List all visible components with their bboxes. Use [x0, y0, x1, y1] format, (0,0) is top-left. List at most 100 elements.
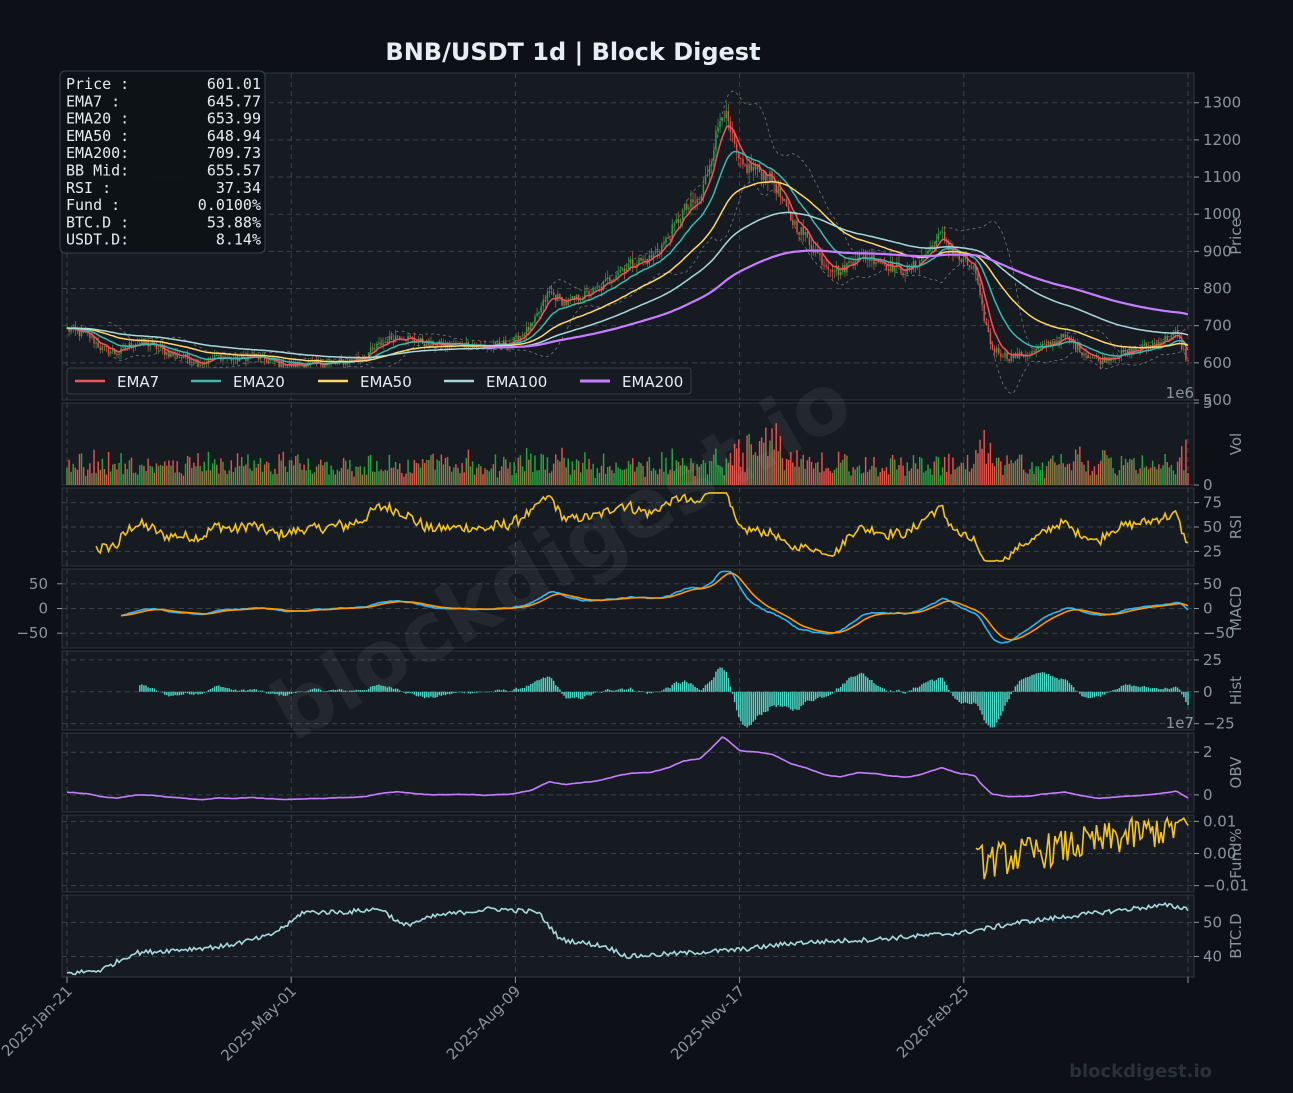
volume-bar [303, 464, 305, 485]
hist-bar [166, 691, 168, 696]
hist-bar [856, 675, 859, 692]
hist-bar [779, 691, 782, 707]
candle-body [579, 300, 582, 302]
info-value: 53.88% [207, 213, 261, 231]
volume-bar [898, 465, 900, 485]
volume-bar [1181, 446, 1183, 485]
volume-bar [1064, 466, 1067, 485]
volume-bar [220, 458, 222, 485]
hist-bar [794, 691, 796, 710]
candle-body [848, 261, 850, 264]
candle-body [733, 133, 736, 144]
hist-bar [894, 691, 896, 693]
hist-bar [785, 691, 788, 707]
volume-bar [409, 472, 411, 485]
candle-body [1089, 357, 1091, 359]
candle-body [656, 251, 659, 253]
hist-bar [428, 691, 430, 698]
hist-bar [837, 688, 840, 692]
volume-bar [910, 468, 913, 485]
hist-bar [255, 689, 257, 692]
volume-bar [253, 460, 255, 485]
candle-body [829, 269, 832, 271]
volume-bar [596, 468, 599, 485]
candle-body [218, 354, 220, 356]
info-label: Fund : [66, 196, 120, 214]
volume-bar [89, 463, 91, 485]
hist-bar [1145, 687, 1148, 692]
candle-body [725, 110, 728, 119]
candle-body [548, 291, 551, 293]
candle-body [617, 272, 619, 275]
candle-body [505, 340, 507, 346]
volume-bar [459, 473, 461, 485]
hist-bar [230, 689, 233, 692]
hist-bar [513, 689, 515, 692]
volume-bar [1099, 460, 1102, 485]
volume-bar [852, 467, 854, 485]
volume-bar [471, 461, 474, 485]
candle-body [372, 347, 374, 349]
candle-body [713, 150, 715, 161]
candle-body [958, 253, 960, 260]
hist-bar [690, 683, 692, 692]
volume-bar [74, 467, 77, 485]
candle-body [1166, 335, 1168, 341]
candle-body [555, 294, 557, 301]
volume-bar [446, 456, 449, 485]
volume-bar [661, 451, 663, 485]
volume-bar [1126, 462, 1129, 485]
volume-bar [128, 460, 131, 485]
volume-bar [894, 459, 896, 485]
volume-bar [136, 474, 139, 485]
hist-bar [577, 691, 580, 699]
volume-bar [457, 467, 459, 485]
hist-bar [742, 691, 744, 725]
volume-bar [1108, 458, 1110, 485]
hist-bar [748, 691, 750, 726]
hist-bar [1133, 685, 1135, 692]
hist-bar [617, 689, 619, 692]
hist-bar [848, 677, 850, 692]
volume-bar [498, 470, 501, 485]
hist-bar [465, 691, 468, 693]
volume-bar [725, 458, 728, 485]
hist-bar [941, 677, 944, 692]
volume-bar [567, 458, 569, 485]
hist-bar [659, 691, 661, 693]
hist-bar [213, 686, 216, 692]
hist-bar [998, 691, 1000, 720]
hist-bar [891, 691, 894, 693]
volume-bar [442, 464, 445, 485]
info-value: 0.0100% [198, 196, 261, 214]
volume-bar [1120, 456, 1123, 485]
hist-bar [555, 685, 557, 692]
hist-bar [475, 691, 478, 693]
hist-bar [1012, 690, 1015, 692]
volume-bar [249, 468, 251, 485]
candle-body [109, 351, 112, 354]
candle-body [921, 256, 923, 262]
hist-bar [409, 691, 411, 694]
hist-bar [236, 690, 239, 692]
volume-bar [538, 470, 540, 485]
volume-bar [419, 467, 422, 485]
volume-bar [604, 473, 607, 485]
hist-bar [386, 687, 389, 692]
candle-body [609, 277, 611, 282]
candle-body [164, 349, 166, 356]
volume-bar [328, 474, 330, 485]
hist-bar [153, 688, 156, 692]
candle-body [134, 344, 137, 346]
volume-bar [496, 477, 499, 485]
candle-body [203, 363, 205, 365]
hist-bar [698, 689, 700, 692]
volume-bar [1052, 455, 1054, 485]
hist-bar [317, 688, 320, 692]
volume-bar [178, 472, 181, 485]
hist-bar [503, 689, 505, 692]
hist-bar [927, 681, 929, 692]
volume-bar [141, 464, 143, 485]
hist-bar [760, 691, 763, 716]
volume-bar [344, 460, 347, 485]
